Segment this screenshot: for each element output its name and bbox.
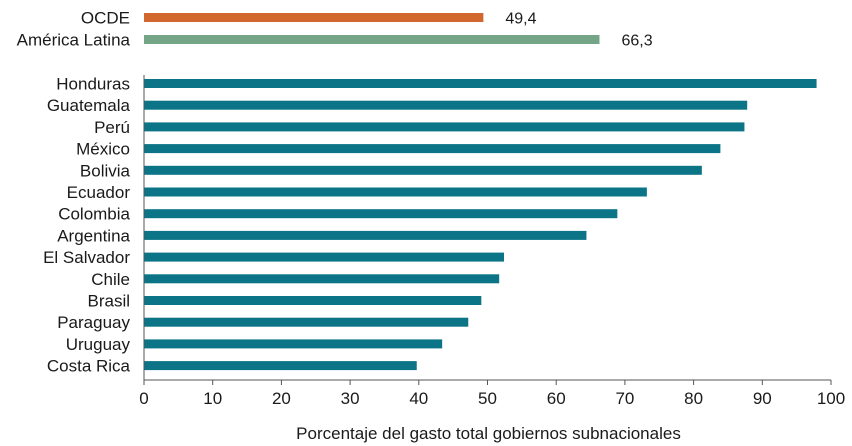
x-tick-label-0: 0 [139, 389, 148, 408]
x-tick-label-90: 90 [753, 389, 772, 408]
bar-bolivia [144, 165, 702, 175]
x-tick-label-40: 40 [409, 389, 428, 408]
bar-chile [144, 274, 500, 284]
category-label-honduras: Honduras [56, 75, 130, 94]
bar-costa-rica [144, 361, 417, 371]
bar-america-latina [144, 35, 600, 44]
category-label-chile: Chile [91, 270, 130, 289]
data-label-ocde: 49,4 [505, 11, 536, 28]
category-label-argentina: Argentina [57, 226, 130, 245]
bar-paraguay [144, 317, 469, 327]
category-label-costa-rica: Costa Rica [47, 357, 131, 376]
category-label-ecuador: Ecuador [67, 183, 131, 202]
data-label-america-latina: 66,3 [621, 33, 652, 50]
bar-honduras [144, 79, 817, 88]
category-label-brasil: Brasil [87, 292, 130, 311]
category-label-america-latina: América Latina [17, 31, 131, 50]
x-axis: 0 10 20 30 40 50 60 70 80 90 100 [139, 75, 845, 408]
category-label-colombia: Colombia [58, 205, 130, 224]
bar-argentina [144, 230, 587, 240]
x-axis-title: Porcentaje del gasto total gobiernos sub… [296, 424, 681, 443]
bar-mexico [144, 144, 721, 154]
category-label-bolivia: Bolivia [80, 161, 131, 180]
bar-uruguay [144, 339, 443, 349]
bar-ocde [144, 13, 484, 22]
category-label-peru: Perú [94, 118, 130, 137]
x-tick-label-80: 80 [684, 389, 703, 408]
x-tick-label-100: 100 [817, 389, 845, 408]
bar-colombia [144, 209, 618, 219]
bar-guatemala [144, 100, 748, 110]
bar-el-salvador [144, 252, 504, 262]
x-tick-label-20: 20 [272, 389, 291, 408]
category-label-ocde: OCDE [81, 9, 130, 28]
x-tick-label-10: 10 [203, 389, 222, 408]
category-label-uruguay: Uruguay [66, 335, 131, 354]
category-label-paraguay: Paraguay [57, 313, 130, 332]
bar-brasil [144, 296, 482, 305]
bar-peru [144, 122, 745, 132]
chart-marks: OCDE 49,4 América Latina 66,3 Honduras Guatem… [17, 9, 817, 376]
x-tick-label-50: 50 [478, 389, 497, 408]
category-label-guatemala: Guatemala [47, 96, 131, 115]
x-tick-label-30: 30 [341, 389, 360, 408]
x-tick-label-60: 60 [547, 389, 566, 408]
x-tick-label-70: 70 [615, 389, 634, 408]
category-label-el-salvador: El Salvador [43, 248, 130, 267]
category-label-mexico: México [76, 140, 130, 159]
bar-ecuador [144, 187, 647, 197]
